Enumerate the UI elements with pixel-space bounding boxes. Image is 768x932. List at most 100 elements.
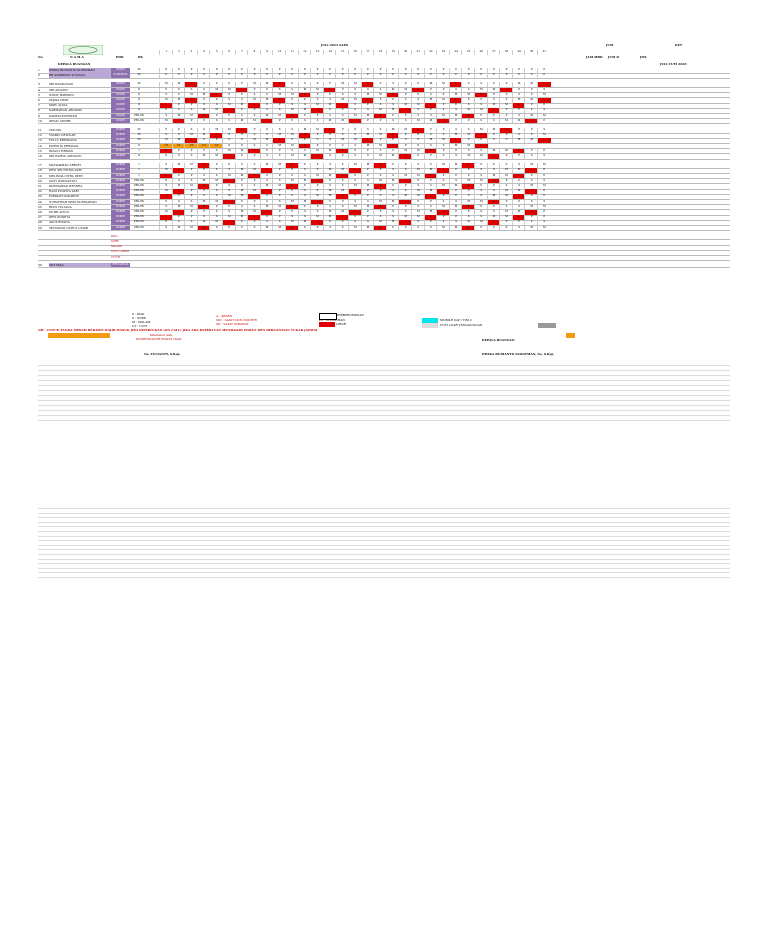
shift-cell[interactable]: S [209,189,223,194]
shift-cell[interactable]: L [159,173,173,179]
shift-cell[interactable]: P [499,82,513,87]
shift-cell[interactable]: S [474,210,488,215]
shift-cell[interactable]: L [348,118,362,124]
shift-cell[interactable]: L [398,108,412,113]
shift-cell[interactable]: M [423,210,438,215]
shift-cell[interactable]: S [196,128,211,133]
shift-cell[interactable]: M [499,215,513,220]
shift-cell[interactable]: P [259,68,274,73]
shift-cell[interactable]: M [423,138,438,143]
shift-cell[interactable]: M [285,108,299,113]
shift-cell[interactable]: P [247,178,261,184]
shift-cell[interactable]: P [448,173,463,179]
shift-cell[interactable]: P [222,133,236,138]
shift-cell[interactable]: S [259,154,274,159]
shift-cell[interactable]: P [171,128,186,133]
shift-cell[interactable]: S [474,82,488,87]
shift-cell[interactable]: M [524,98,538,103]
shift-cell[interactable]: S [297,168,312,173]
shift-cell[interactable]: M [461,133,475,138]
shift-cell[interactable]: P [322,220,337,225]
shift-cell[interactable]: S [474,148,488,154]
shift-cell[interactable]: S [474,173,488,179]
shift-cell[interactable]: M [474,87,488,93]
shift-cell[interactable]: M [398,215,412,220]
shift-cell[interactable]: S [360,87,375,93]
shift-cell[interactable]: L [247,173,261,179]
shift-cell[interactable]: M [285,199,299,205]
shift-cell[interactable]: P [159,154,173,159]
shift-cell[interactable]: P [436,73,450,78]
shift-cell[interactable]: S [423,92,438,98]
shift-cell[interactable]: S [398,189,412,194]
shift-cell[interactable]: S [461,194,475,199]
shift-cell[interactable]: M [373,154,387,159]
shift-cell[interactable]: S [373,103,387,108]
shift-cell[interactable]: M [247,98,261,103]
shift-cell[interactable]: M [247,210,261,215]
shift-cell[interactable]: S [461,215,475,220]
shift-cell[interactable]: L [222,199,236,205]
shift-cell[interactable]: L [222,154,236,159]
shift-cell[interactable]: M [222,87,236,93]
shift-cell[interactable]: P [537,148,551,154]
shift-cell[interactable]: L [474,92,488,98]
shift-cell[interactable]: P [461,118,475,124]
shift-cell[interactable]: P [537,210,551,215]
shift-cell[interactable]: P [234,108,249,113]
shift-cell[interactable]: S [247,92,261,98]
shift-cell[interactable]: S [448,128,463,133]
shift-cell[interactable]: L [486,154,501,159]
shift-cell[interactable]: M [537,225,551,231]
shift-cell[interactable]: L [348,210,362,215]
shift-cell[interactable]: M [511,189,526,194]
shift-cell[interactable]: P [297,113,312,119]
shift-cell[interactable]: L [461,113,475,119]
shift-cell[interactable]: P [234,82,249,87]
shift-cell[interactable]: S [411,225,425,231]
shift-cell[interactable]: S [234,225,249,231]
shift-cell[interactable]: M [335,168,349,173]
shift-cell[interactable]: L [423,173,438,179]
shift-cell[interactable]: S [373,87,387,93]
shift-cell[interactable]: M [448,113,463,119]
shift-cell[interactable]: S [310,210,324,215]
shift-cell[interactable]: P [411,199,425,205]
shift-cell[interactable]: S [373,194,387,199]
shift-cell[interactable]: S [297,148,312,154]
shift-cell[interactable]: P [524,103,538,108]
shift-cell[interactable]: P [348,87,362,93]
shift-cell[interactable]: M [436,82,450,87]
shift-cell[interactable]: M [348,225,362,231]
shift-cell[interactable]: M [524,184,538,189]
shift-cell[interactable]: P [259,194,274,199]
shift-cell[interactable]: M [448,184,463,189]
shift-cell[interactable]: CT [196,143,211,149]
shift-cell[interactable]: S [411,163,425,168]
shift-cell[interactable]: P [297,204,312,210]
shift-cell[interactable]: M [272,143,286,149]
shift-cell[interactable]: M [222,103,236,108]
shift-cell[interactable]: P [297,225,312,231]
shift-cell[interactable]: S [297,210,312,215]
shift-cell[interactable]: P [537,118,551,124]
shift-cell[interactable]: L [537,138,551,143]
shift-cell[interactable]: M [524,225,538,231]
shift-cell[interactable]: P [322,108,337,113]
shift-cell[interactable]: P [360,148,375,154]
shift-cell[interactable]: M [247,189,261,194]
shift-cell[interactable]: P [184,168,198,173]
shift-cell[interactable]: P [234,199,249,205]
shift-cell[interactable]: P [310,133,324,138]
shift-cell[interactable]: M [423,82,438,87]
shift-cell[interactable]: S [297,173,312,179]
shift-cell[interactable]: L [486,220,501,225]
shift-cell[interactable]: S [524,154,538,159]
shift-cell[interactable]: S [222,118,236,124]
shift-cell[interactable]: P [272,168,286,173]
shift-cell[interactable]: M [461,143,475,149]
shift-cell[interactable]: S [322,138,337,143]
shift-cell[interactable]: P [247,68,261,73]
shift-cell[interactable]: M [184,204,198,210]
shift-cell[interactable]: M [461,154,475,159]
